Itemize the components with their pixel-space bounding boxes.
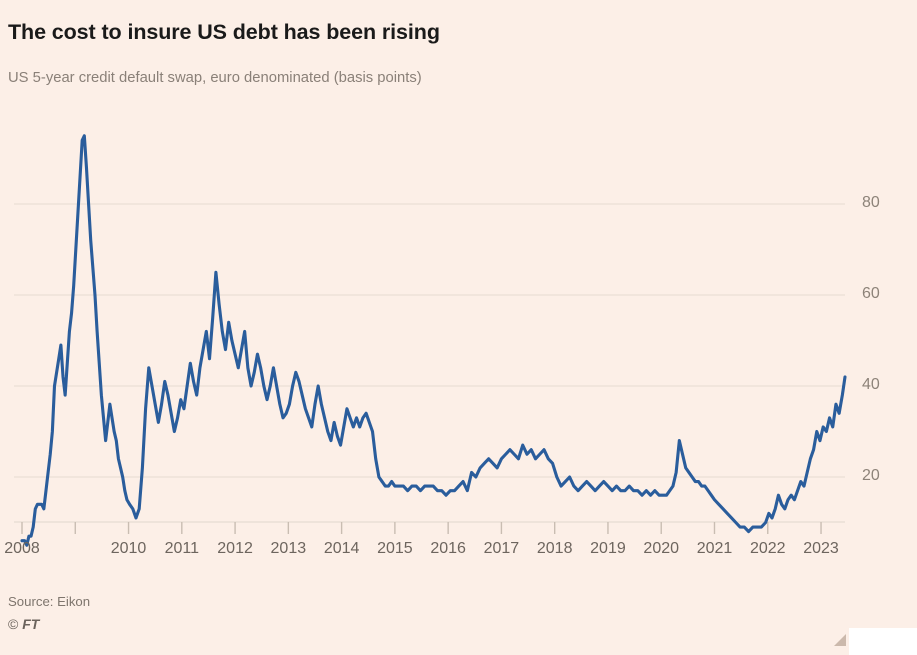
x-axis-tick-label: 2018: [536, 540, 573, 557]
gridlines: [14, 203, 845, 523]
resize-handle-icon[interactable]: [833, 633, 847, 647]
x-axis-tick-label: 2017: [483, 540, 520, 557]
source-note: Source: Eikon: [8, 594, 91, 609]
copyright-icon: ©: [8, 616, 19, 632]
y-axis-tick-label: 40: [862, 376, 880, 393]
y-axis-tick-label: 80: [862, 194, 880, 211]
y-axis-tick-label: 20: [862, 467, 880, 484]
series-group: [20, 134, 847, 547]
chart-subtitle: US 5-year credit default swap, euro deno…: [8, 70, 422, 86]
x-axis-tick-label: 2012: [217, 540, 253, 557]
x-axis-tick-label: 2023: [803, 540, 839, 557]
page-title: The cost to insure US debt has been risi…: [8, 20, 440, 44]
series-line: [20, 134, 847, 547]
x-axis-tick-label: 2010: [110, 540, 147, 557]
x-axis-ticks: [21, 522, 822, 534]
x-axis-tick-label: 2016: [430, 540, 466, 557]
x-axis-tick-label: 2019: [590, 540, 626, 557]
x-axis-tick-label: 2014: [323, 540, 360, 557]
ft-credit: © FT: [8, 616, 39, 632]
corner-notch: [849, 628, 917, 655]
x-axis-tick-label: 2011: [164, 540, 199, 557]
x-axis-tick-label: 2020: [643, 540, 680, 557]
ft-logo-text: FT: [22, 616, 40, 632]
x-axis-tick-label: 2022: [749, 540, 786, 557]
x-axis-tick-label: 2015: [377, 540, 413, 557]
x-axis-tick-label: 2008: [4, 540, 40, 557]
y-axis-tick-label: 60: [862, 285, 880, 302]
x-axis-tick-label: 2021: [696, 540, 733, 557]
x-axis-tick-label: 2013: [270, 540, 307, 557]
